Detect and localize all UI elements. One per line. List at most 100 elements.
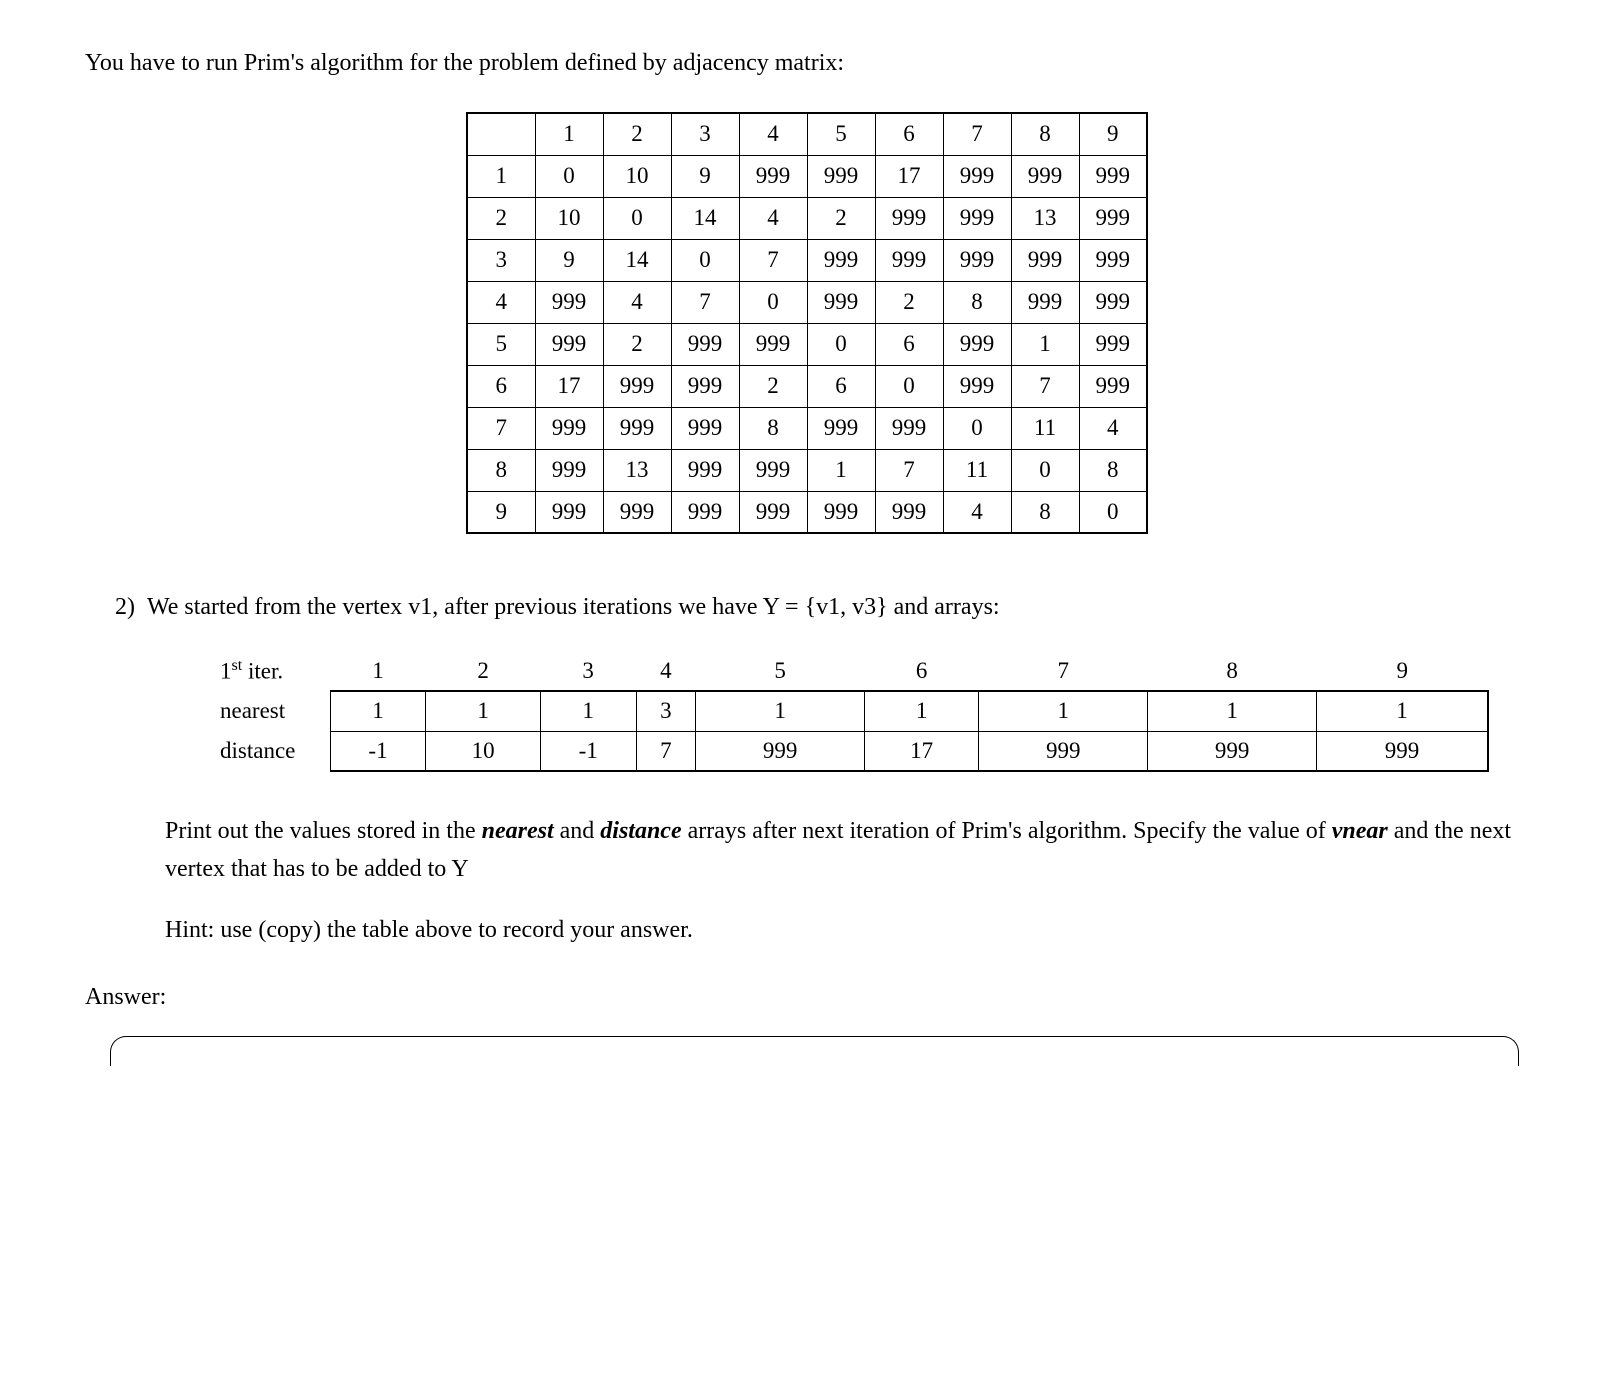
matrix-cell: 17 [535,365,603,407]
distance-cell: 999 [979,731,1148,771]
arrays-col-header: 8 [1148,651,1317,691]
matrix-col-header: 1 [535,113,603,155]
matrix-cell: 13 [603,449,671,491]
arrays-table: 1st iter. 1 2 3 4 5 6 7 8 9 nearest 1 1 … [220,651,1489,772]
matrix-cell: 999 [739,155,807,197]
arrays-col-header: 2 [426,651,540,691]
matrix-cell: 999 [1011,281,1079,323]
matrix-cell: 999 [943,197,1011,239]
matrix-cell: 999 [1079,365,1147,407]
matrix-row: 3 9 14 0 7 999 999 999 999 999 [467,239,1147,281]
matrix-cell: 999 [875,239,943,281]
matrix-cell: 17 [875,155,943,197]
arrays-col-header: 1 [330,651,426,691]
answer-input-box[interactable] [110,1036,1519,1066]
matrix-row-header: 7 [467,407,535,449]
matrix-cell: 11 [943,449,1011,491]
matrix-col-header: 4 [739,113,807,155]
matrix-cell: 0 [535,155,603,197]
matrix-cell: 6 [875,323,943,365]
nearest-cell: 3 [636,691,695,731]
nearest-cell: 1 [1148,691,1317,731]
matrix-cell: 0 [603,197,671,239]
matrix-col-header: 3 [671,113,739,155]
matrix-cell: 13 [1011,197,1079,239]
matrix-cell: 7 [875,449,943,491]
answer-label: Answer: [85,984,1529,1011]
matrix-cell: 999 [671,407,739,449]
distance-cell: 17 [865,731,979,771]
nearest-cell: 1 [330,691,426,731]
matrix-row-header: 2 [467,197,535,239]
matrix-cell: 999 [1011,239,1079,281]
matrix-cell: 14 [603,239,671,281]
adjacency-matrix-container: 1 2 3 4 5 6 7 8 9 1 0 10 9 999 999 17 99… [85,112,1529,534]
distance-cell: 7 [636,731,695,771]
distance-cell: -1 [330,731,426,771]
arrays-col-header: 7 [979,651,1148,691]
matrix-col-header: 6 [875,113,943,155]
distance-row: distance -1 10 -1 7 999 17 999 999 999 [220,731,1488,771]
distance-cell: 999 [1317,731,1488,771]
matrix-col-header: 2 [603,113,671,155]
matrix-row-header: 8 [467,449,535,491]
nearest-cell: 1 [540,691,636,731]
vnear-keyword: vnear [1332,818,1388,844]
matrix-cell: 999 [603,407,671,449]
matrix-cell: 999 [807,281,875,323]
matrix-cell: 999 [671,491,739,533]
instruction-part: and [554,818,601,844]
nearest-cell: 1 [865,691,979,731]
nearest-row: nearest 1 1 1 3 1 1 1 1 1 [220,691,1488,731]
iteration-label: 1st iter. [220,651,330,691]
matrix-cell: 999 [535,323,603,365]
nearest-cell: 1 [426,691,540,731]
matrix-row-header: 1 [467,155,535,197]
question-body: We started from the vertex v1, after pre… [147,594,1000,620]
matrix-cell: 999 [603,365,671,407]
matrix-cell: 7 [739,239,807,281]
matrix-cell: 9 [671,155,739,197]
distance-cell: -1 [540,731,636,771]
matrix-row: 1 0 10 9 999 999 17 999 999 999 [467,155,1147,197]
question-number: 2) [115,594,135,620]
matrix-cell: 0 [739,281,807,323]
matrix-cell: 999 [739,491,807,533]
matrix-cell: 2 [875,281,943,323]
matrix-cell: 999 [739,449,807,491]
matrix-cell: 2 [739,365,807,407]
nearest-cell: 1 [1317,691,1488,731]
matrix-cell: 10 [535,197,603,239]
matrix-header-row: 1 2 3 4 5 6 7 8 9 [467,113,1147,155]
matrix-cell: 999 [943,239,1011,281]
matrix-cell: 8 [1079,449,1147,491]
matrix-cell: 999 [875,407,943,449]
matrix-cell: 0 [671,239,739,281]
matrix-cell: 999 [671,365,739,407]
matrix-cell: 7 [1011,365,1079,407]
matrix-col-header: 7 [943,113,1011,155]
matrix-row: 7 999 999 999 8 999 999 0 11 4 [467,407,1147,449]
matrix-row-header: 6 [467,365,535,407]
distance-cell: 10 [426,731,540,771]
matrix-cell: 999 [535,407,603,449]
matrix-cell: 999 [671,323,739,365]
matrix-cell: 999 [1079,323,1147,365]
matrix-cell: 999 [807,155,875,197]
matrix-cell: 999 [943,365,1011,407]
matrix-row: 2 10 0 14 4 2 999 999 13 999 [467,197,1147,239]
matrix-cell: 0 [1079,491,1147,533]
matrix-cell: 0 [1011,449,1079,491]
matrix-cell: 999 [807,407,875,449]
arrays-col-header: 3 [540,651,636,691]
matrix-corner-cell [467,113,535,155]
matrix-cell: 4 [739,197,807,239]
matrix-cell: 999 [1079,197,1147,239]
distance-keyword: distance [600,818,681,844]
matrix-cell: 999 [535,449,603,491]
matrix-cell: 6 [807,365,875,407]
matrix-cell: 999 [807,491,875,533]
matrix-cell: 999 [1011,155,1079,197]
arrays-col-header: 6 [865,651,979,691]
matrix-cell: 2 [807,197,875,239]
